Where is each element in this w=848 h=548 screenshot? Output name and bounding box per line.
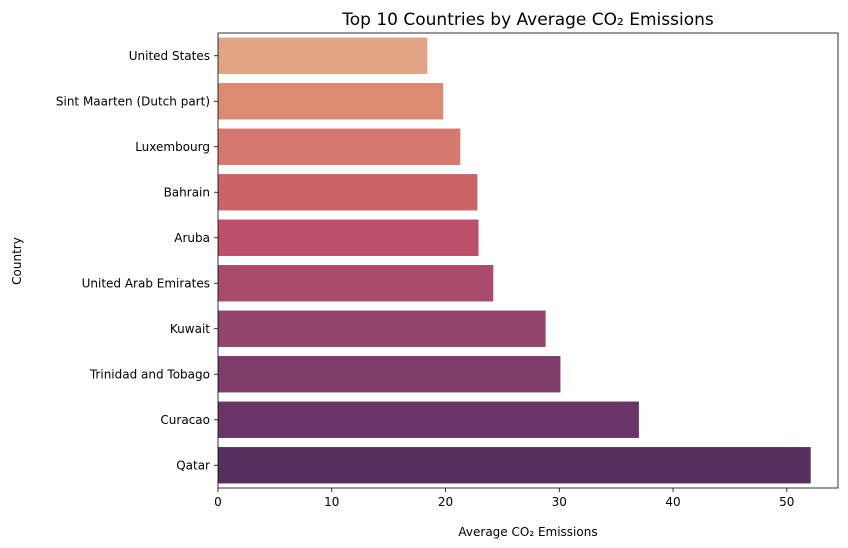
bar-united-arab-emirates (218, 265, 494, 302)
x-axis-ticks: 0 10 20 30 40 50 (214, 488, 794, 509)
y-tick-label: Luxembourg (135, 140, 210, 154)
x-tick-label: 10 (324, 495, 339, 509)
bar-bahrain (218, 174, 478, 211)
bar-curacao (218, 401, 639, 438)
y-tick-label: Qatar (176, 458, 210, 472)
bar-united-states (218, 37, 428, 74)
bar-aruba (218, 219, 479, 256)
y-tick-label: Bahrain (164, 185, 210, 199)
x-axis-title: Average CO₂ Emissions (458, 525, 597, 539)
y-tick-label: Sint Maarten (Dutch part) (56, 94, 210, 108)
chart-title: Top 10 Countries by Average CO₂ Emission… (341, 10, 714, 30)
y-tick-label: Aruba (174, 231, 210, 245)
plot-frame (217, 32, 839, 489)
x-tick-label: 30 (552, 495, 567, 509)
x-tick-label: 40 (665, 495, 680, 509)
y-axis-ticks: United States Sint Maarten (Dutch part) Lu… (56, 49, 218, 472)
bar-qatar (218, 447, 811, 484)
bar-kuwait (218, 310, 546, 347)
x-tick-label: 20 (438, 495, 453, 509)
bar-trinidad-and-tobago (218, 356, 561, 393)
y-tick-label: United Arab Emirates (82, 276, 210, 290)
y-tick-label: Curacao (160, 413, 210, 427)
y-tick-label: Kuwait (170, 322, 210, 336)
bars-group (218, 37, 811, 484)
x-tick-label: 50 (779, 495, 794, 509)
y-tick-label: Trinidad and Tobago (89, 367, 210, 381)
bar-luxembourg (218, 128, 461, 165)
x-tick-label: 0 (214, 495, 222, 509)
y-axis-title: Country (10, 237, 24, 285)
bar-sint-maarten-dutch-part (218, 83, 444, 120)
y-tick-label: United States (129, 49, 210, 63)
